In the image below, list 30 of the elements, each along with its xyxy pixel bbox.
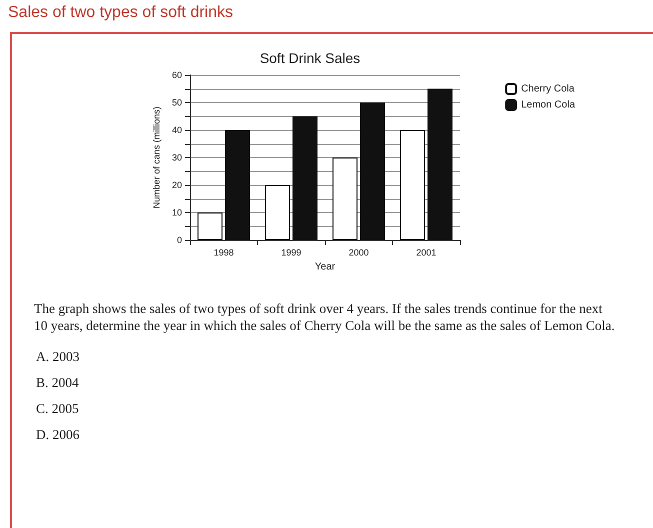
- text: A. 2003: [36, 348, 80, 365]
- y-tick-label: 50: [172, 98, 182, 108]
- y-tick-label: 40: [172, 125, 182, 135]
- x-tick-label: 1999: [281, 248, 302, 258]
- y-axis-title: Number of cans (millions): [152, 106, 162, 209]
- bar: [332, 158, 358, 240]
- bar: [225, 130, 250, 240]
- text: The graph shows the sales of two types of soft drink over 4 years. If the sales trends continue for the next 10 years, determine the year in which the sales of Cherry Cola will be the same as the sales of Lemon Cola.: [34, 300, 616, 334]
- bar: [265, 185, 290, 240]
- bar: [400, 130, 425, 240]
- y-tick-label: 10: [172, 208, 182, 218]
- bar: [360, 102, 385, 240]
- y-tick-label: 20: [172, 180, 182, 190]
- y-tick-label: 0: [176, 235, 182, 245]
- y-tick-label: 60: [172, 70, 182, 80]
- text: D. 2006: [36, 426, 80, 443]
- legend-label: Cherry Cola: [521, 84, 575, 94]
- text: B. 2004: [36, 374, 80, 391]
- chart-title: Sales of two types of soft drinks: [8, 4, 233, 22]
- bar: [198, 212, 222, 240]
- bar: [428, 88, 452, 240]
- x-tick-label: 1998: [214, 248, 234, 258]
- x-tick-label: 2001: [416, 248, 436, 258]
- bar: [292, 116, 318, 240]
- x-tick-label: 2000: [348, 248, 369, 258]
- x-axis-title: Year: [314, 262, 336, 272]
- chart-subtitle: Soft Drink Sales: [260, 50, 360, 66]
- y-tick-label: 30: [172, 152, 182, 162]
- legend-label: Lemon Cola: [521, 100, 576, 110]
- text: C. 2005: [36, 400, 80, 417]
